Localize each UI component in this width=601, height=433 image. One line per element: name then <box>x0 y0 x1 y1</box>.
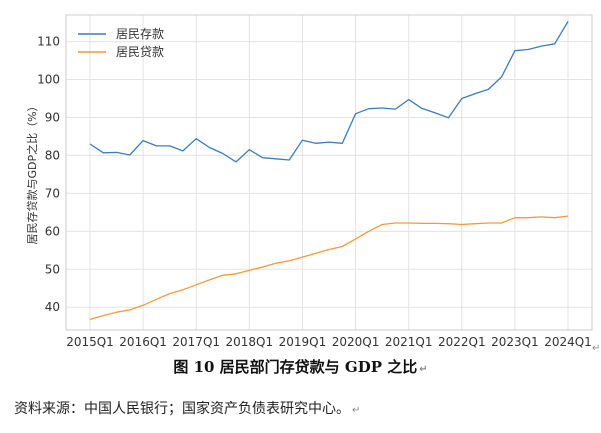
y-axis-label: 居民存贷款与GDP之比（%） <box>25 100 39 244</box>
y-tick-label: 40 <box>45 300 60 314</box>
series-layer <box>89 21 569 321</box>
x-axis: 2015Q1 2016Q1 2017Q1 2018Q1 2019Q1 2020Q1 2021… <box>66 335 592 349</box>
x-tick-label: 2019Q1 <box>279 335 327 349</box>
caption-paragraph-mark: ↵ <box>419 364 428 375</box>
y-axis: 40 50 60 70 80 90 100 110 <box>37 35 60 315</box>
figure-caption: 图 10 居民部门存贷款与 GDP 之比 ↵ <box>0 356 601 377</box>
y-tick-label: 70 <box>45 186 60 200</box>
y-tick-label: 50 <box>45 262 60 276</box>
y-tick-label: 100 <box>37 73 60 87</box>
x-tick-label: 2022Q1 <box>438 335 486 349</box>
x-tick-label: 2024Q1 <box>544 335 592 349</box>
source-paragraph-mark: ↵ <box>352 405 361 416</box>
figure-caption-text: 图 10 居民部门存贷款与 GDP 之比 <box>173 358 418 376</box>
x-tick-label: 2021Q1 <box>385 335 433 349</box>
y-tick-label: 110 <box>37 35 60 49</box>
x-tick-label: 2016Q1 <box>119 335 167 349</box>
y-tick-label: 90 <box>45 110 60 124</box>
source-note: 资料来源：中国人民银行；国家资产负债表研究中心。 ↵ <box>14 398 360 418</box>
x-tick-label: 2018Q1 <box>226 335 274 349</box>
y-tick-label: 60 <box>45 224 60 238</box>
legend-label: 居民贷款 <box>116 45 164 59</box>
source-note-text: 资料来源：中国人民银行；国家资产负债表研究中心。 <box>14 401 350 417</box>
series-line <box>89 215 569 321</box>
grid <box>66 15 592 330</box>
y-tick-label: 80 <box>45 148 60 162</box>
series-line <box>89 21 569 163</box>
x-tick-label: 2023Q1 <box>491 335 539 349</box>
x-tick-label: 2020Q1 <box>332 335 380 349</box>
x-tick-label: 2015Q1 <box>66 335 114 349</box>
plot-frame <box>65 14 593 331</box>
legend-label: 居民存款 <box>116 27 164 41</box>
side-paragraph-mark: ↵ <box>592 343 601 354</box>
x-tick-label: 2017Q1 <box>172 335 220 349</box>
